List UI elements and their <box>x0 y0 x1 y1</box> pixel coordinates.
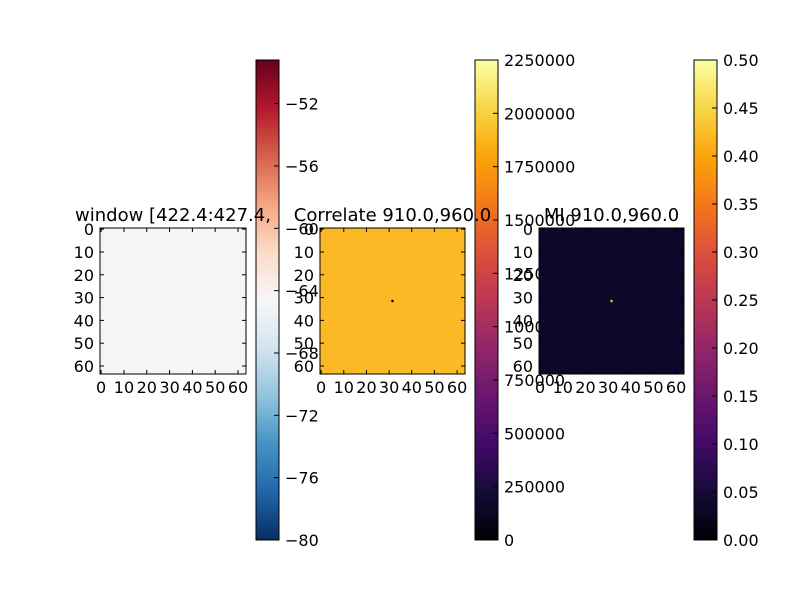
colorbar-tick-label: −68 <box>285 344 319 363</box>
x-tick-label: 30 <box>379 378 399 397</box>
colorbar-tick-label: 1750000 <box>504 158 575 177</box>
y-tick-label: 10 <box>513 243 533 262</box>
heatmap-panel-1: 0 10 20 30 40 50 600102030405060−52−56−60−64−6… <box>74 59 319 550</box>
y-tick-label: 50 <box>294 334 314 353</box>
x-tick-label: 0 <box>96 378 106 397</box>
x-tick-label: 0 <box>316 378 326 397</box>
colorbar-tick-label: 0.10 <box>723 435 759 454</box>
y-tick-label: 50 <box>74 334 94 353</box>
y-tick-label: 40 <box>294 311 314 330</box>
x-tick-label: 20 <box>356 378 376 397</box>
x-tick-label: 40 <box>182 378 202 397</box>
y-tick-label: 10 <box>74 243 94 262</box>
y-tick-label: 50 <box>513 334 533 353</box>
colorbar: −52 −56 −60 −64 −68 −72 −76 −80 <box>255 59 319 550</box>
panel-titles: window [422.4:427.4, Correlate 910.0,960.… <box>75 205 679 226</box>
x-tick-label: 10 <box>334 378 354 397</box>
colorbar-tick-label: −60 <box>285 219 319 238</box>
x-tick-label: 0 <box>535 378 545 397</box>
x-tick-label: 10 <box>553 378 573 397</box>
axes-frame <box>319 227 466 375</box>
y-tick-label: 0 <box>523 220 533 239</box>
y-tick-label: 40 <box>74 311 94 330</box>
heatmap-panel-3: 0 10 20 30 40 50 6001020304050600.500.450.400.… <box>513 51 759 550</box>
colorbar-tick-label: 0.00 <box>723 531 759 550</box>
y-tick-label: 30 <box>74 289 94 308</box>
x-tick-label: 40 <box>402 378 422 397</box>
panel-title: Correlate 910.0,960.0 <box>294 205 491 226</box>
colorbar-tick-label: 0.30 <box>723 243 759 262</box>
y-tick-label: 20 <box>513 266 533 285</box>
colorbar-tick-label: 0.25 <box>723 291 759 310</box>
colorbar-tick-label: −76 <box>285 469 319 488</box>
x-tick-label: 60 <box>228 378 248 397</box>
axes-frame <box>538 227 685 375</box>
colorbar-tick-label: −72 <box>285 406 319 425</box>
y-tick-label: 60 <box>513 357 533 376</box>
x-tick-label: 40 <box>621 378 641 397</box>
x-tick-label: 50 <box>643 378 663 397</box>
heatmap-cell <box>610 299 613 303</box>
x-tick-label: 10 <box>114 378 134 397</box>
x-tick-label: 50 <box>424 378 444 397</box>
y-tick-label: 30 <box>513 289 533 308</box>
x-tick-label: 20 <box>575 378 595 397</box>
heatmap-panel-2: 0 10 20 30 40 50 60010203040506022500002000000… <box>294 51 576 550</box>
colorbar-tick-label: 0.40 <box>723 147 759 166</box>
colorbar-tick-label: 250000 <box>504 478 565 497</box>
y-tick-label: 0 <box>304 220 314 239</box>
x-tick-label: 30 <box>598 378 618 397</box>
colorbar-tick-label: −56 <box>285 157 319 176</box>
colorbar-tick-label: −64 <box>285 282 319 301</box>
panel-title: MI 910.0,960.0 <box>544 205 679 226</box>
axes-frame <box>99 227 247 375</box>
y-tick-label: 20 <box>294 266 314 285</box>
x-tick-label: 50 <box>205 378 225 397</box>
y-tick-label: 0 <box>84 220 94 239</box>
heatmap-image <box>100 228 246 374</box>
heatmap-panels: 0 10 20 30 40 50 600102030405060−52−56−60−64−6… <box>74 51 759 550</box>
y-tick-label: 60 <box>74 357 94 376</box>
colorbar-tick-label: 1500000 <box>504 211 575 230</box>
colorbar-tick-label: 0.50 <box>723 51 759 70</box>
colorbar-tick-label: 0.35 <box>723 195 759 214</box>
x-tick-label: 30 <box>159 378 179 397</box>
colorbar-tick-label: 2000000 <box>504 104 575 123</box>
colorbar-tick-label: −80 <box>285 531 319 550</box>
panel-title: window [422.4:427.4, <box>75 205 271 226</box>
y-tick-label: 10 <box>294 243 314 262</box>
x-tick-label: 60 <box>447 378 467 397</box>
colorbar-tick-label: 750000 <box>504 371 565 390</box>
x-tick-label: 20 <box>137 378 157 397</box>
y-tick-label: 20 <box>74 266 94 285</box>
colorbar-tick-label: 2250000 <box>504 51 575 70</box>
colorbar-tick-label: 500000 <box>504 424 565 443</box>
colorbar-tick-label: 0.05 <box>723 483 759 502</box>
heatmap-cell <box>391 299 394 303</box>
colorbar-tick-label: 0.45 <box>723 99 759 118</box>
colorbar-tick-label: −52 <box>285 95 319 114</box>
colorbar-tick-label: 0.15 <box>723 387 759 406</box>
y-tick-label: 40 <box>513 311 533 330</box>
colorbar: 0.50 0.45 0.40 0.35 0.30 0.25 0.20 0.15 0.10 0.05… <box>693 51 759 550</box>
colorbar-gradient <box>474 59 499 541</box>
x-tick-label: 60 <box>666 378 686 397</box>
colorbar-gradient <box>255 59 280 541</box>
colorbar-tick-label: 0 <box>504 531 514 550</box>
y-tick-label: 60 <box>294 357 314 376</box>
colorbar-tick-label: 0.20 <box>723 339 759 358</box>
y-tick-label: 30 <box>294 289 314 308</box>
